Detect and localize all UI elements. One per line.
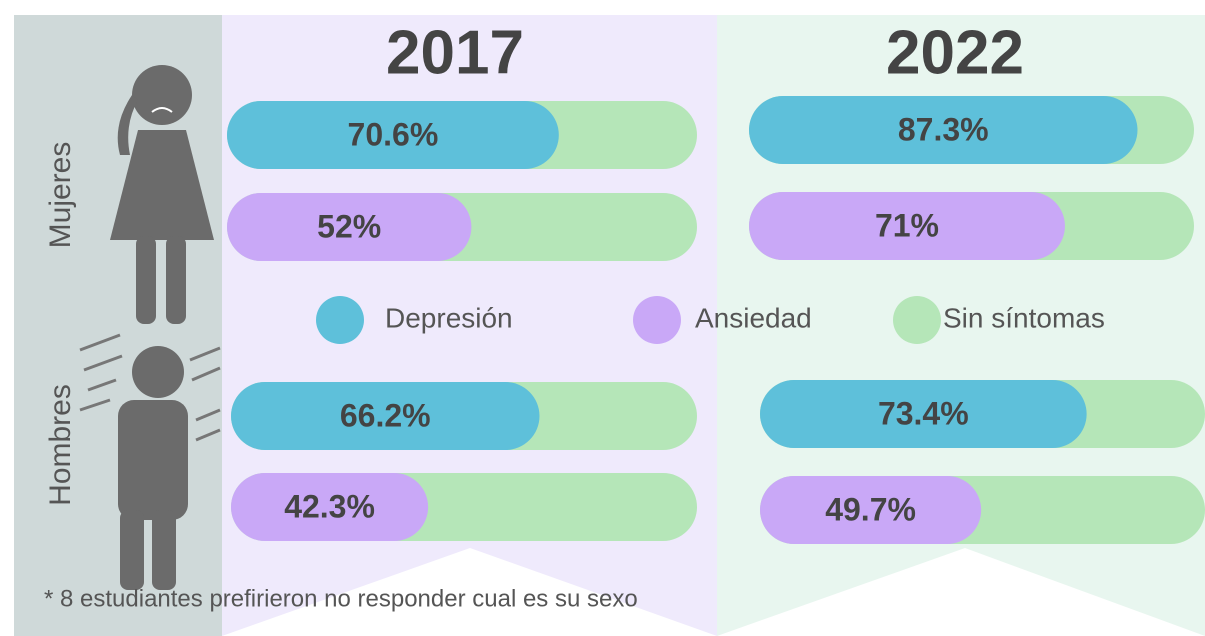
infographic: 2017 2022 Mujeres Hombres * 8 estudiante…: [0, 0, 1205, 636]
group-label: Hombres: [44, 384, 77, 506]
group-label: Mujeres: [44, 142, 77, 249]
value-label: 42.3%: [284, 488, 375, 524]
year-title: 2017: [386, 18, 524, 87]
value-label: 87.3%: [898, 111, 989, 147]
value-label: 73.4%: [878, 395, 969, 431]
legend-swatch: [633, 296, 681, 344]
legend-label: Ansiedad: [695, 302, 812, 333]
side-panel: [14, 15, 222, 636]
value-label: 52%: [317, 208, 381, 244]
value-label: 70.6%: [348, 116, 439, 152]
value-label: 49.7%: [825, 491, 916, 527]
legend-swatch: [893, 296, 941, 344]
value-label: 66.2%: [340, 397, 431, 433]
year-title: 2022: [886, 18, 1024, 87]
footnote: * 8 estudiantes prefirieron no responder…: [44, 585, 638, 612]
legend-label: Sin síntomas: [943, 302, 1105, 333]
legend-swatch: [316, 296, 364, 344]
value-label: 71%: [875, 207, 939, 243]
legend-label: Depresión: [385, 302, 513, 333]
